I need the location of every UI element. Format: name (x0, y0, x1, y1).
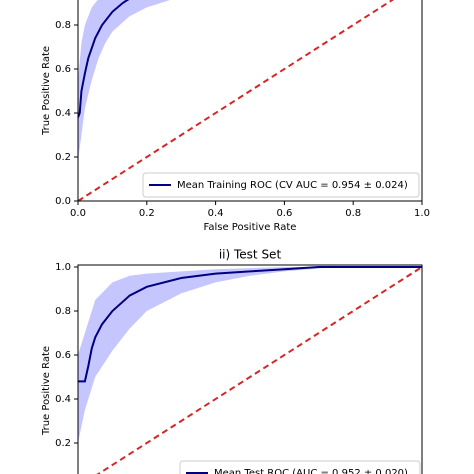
axes-frame (77, 0, 423, 202)
chance-line (96, 266, 422, 474)
y-tick-label: 0.6 (55, 64, 71, 75)
y-tick-label: 0.6 (55, 350, 71, 361)
x-tick-label: 0.2 (139, 208, 155, 219)
plot-area (78, 266, 422, 474)
legend-label: Mean Test ROC (AUC = 0.952 ± 0.020) (214, 468, 408, 474)
legend-box (142, 172, 420, 198)
axes-frame (77, 264, 423, 474)
chart-title: ii) Test Set (219, 248, 282, 262)
x-tick-label: 0.0 (70, 208, 86, 219)
y-axis-label: True Positive Rate (41, 346, 52, 436)
y-tick-label: 1.0 (55, 262, 71, 273)
legend-box (179, 460, 421, 474)
y-tick-label: 0.8 (55, 20, 71, 31)
x-tick-label: 0.4 (208, 208, 224, 219)
roc-line (78, 0, 130, 118)
x-tick-label: 0.8 (345, 208, 361, 219)
y-tick-label: 0.2 (55, 152, 71, 163)
x-tick-label: 1.0 (414, 208, 430, 219)
y-tick-label: 0.8 (55, 306, 71, 317)
y-axis-label: True Positive Rate (41, 46, 52, 136)
y-tick-label: 0.2 (55, 438, 71, 449)
legend-label: Mean Training ROC (CV AUC = 0.954 ± 0.02… (177, 180, 408, 191)
confidence-band (78, 0, 170, 162)
y-tick-label: 0.4 (55, 394, 71, 405)
y-tick-label: 0.4 (55, 108, 71, 119)
confidence-band (78, 267, 422, 443)
chance-line (78, 0, 395, 201)
y-tick-label: 0.0 (55, 196, 71, 207)
plot-area (78, 0, 395, 201)
roc-line (78, 266, 422, 383)
x-axis-label: False Positive Rate (204, 222, 297, 233)
x-tick-label: 0.6 (276, 208, 292, 219)
